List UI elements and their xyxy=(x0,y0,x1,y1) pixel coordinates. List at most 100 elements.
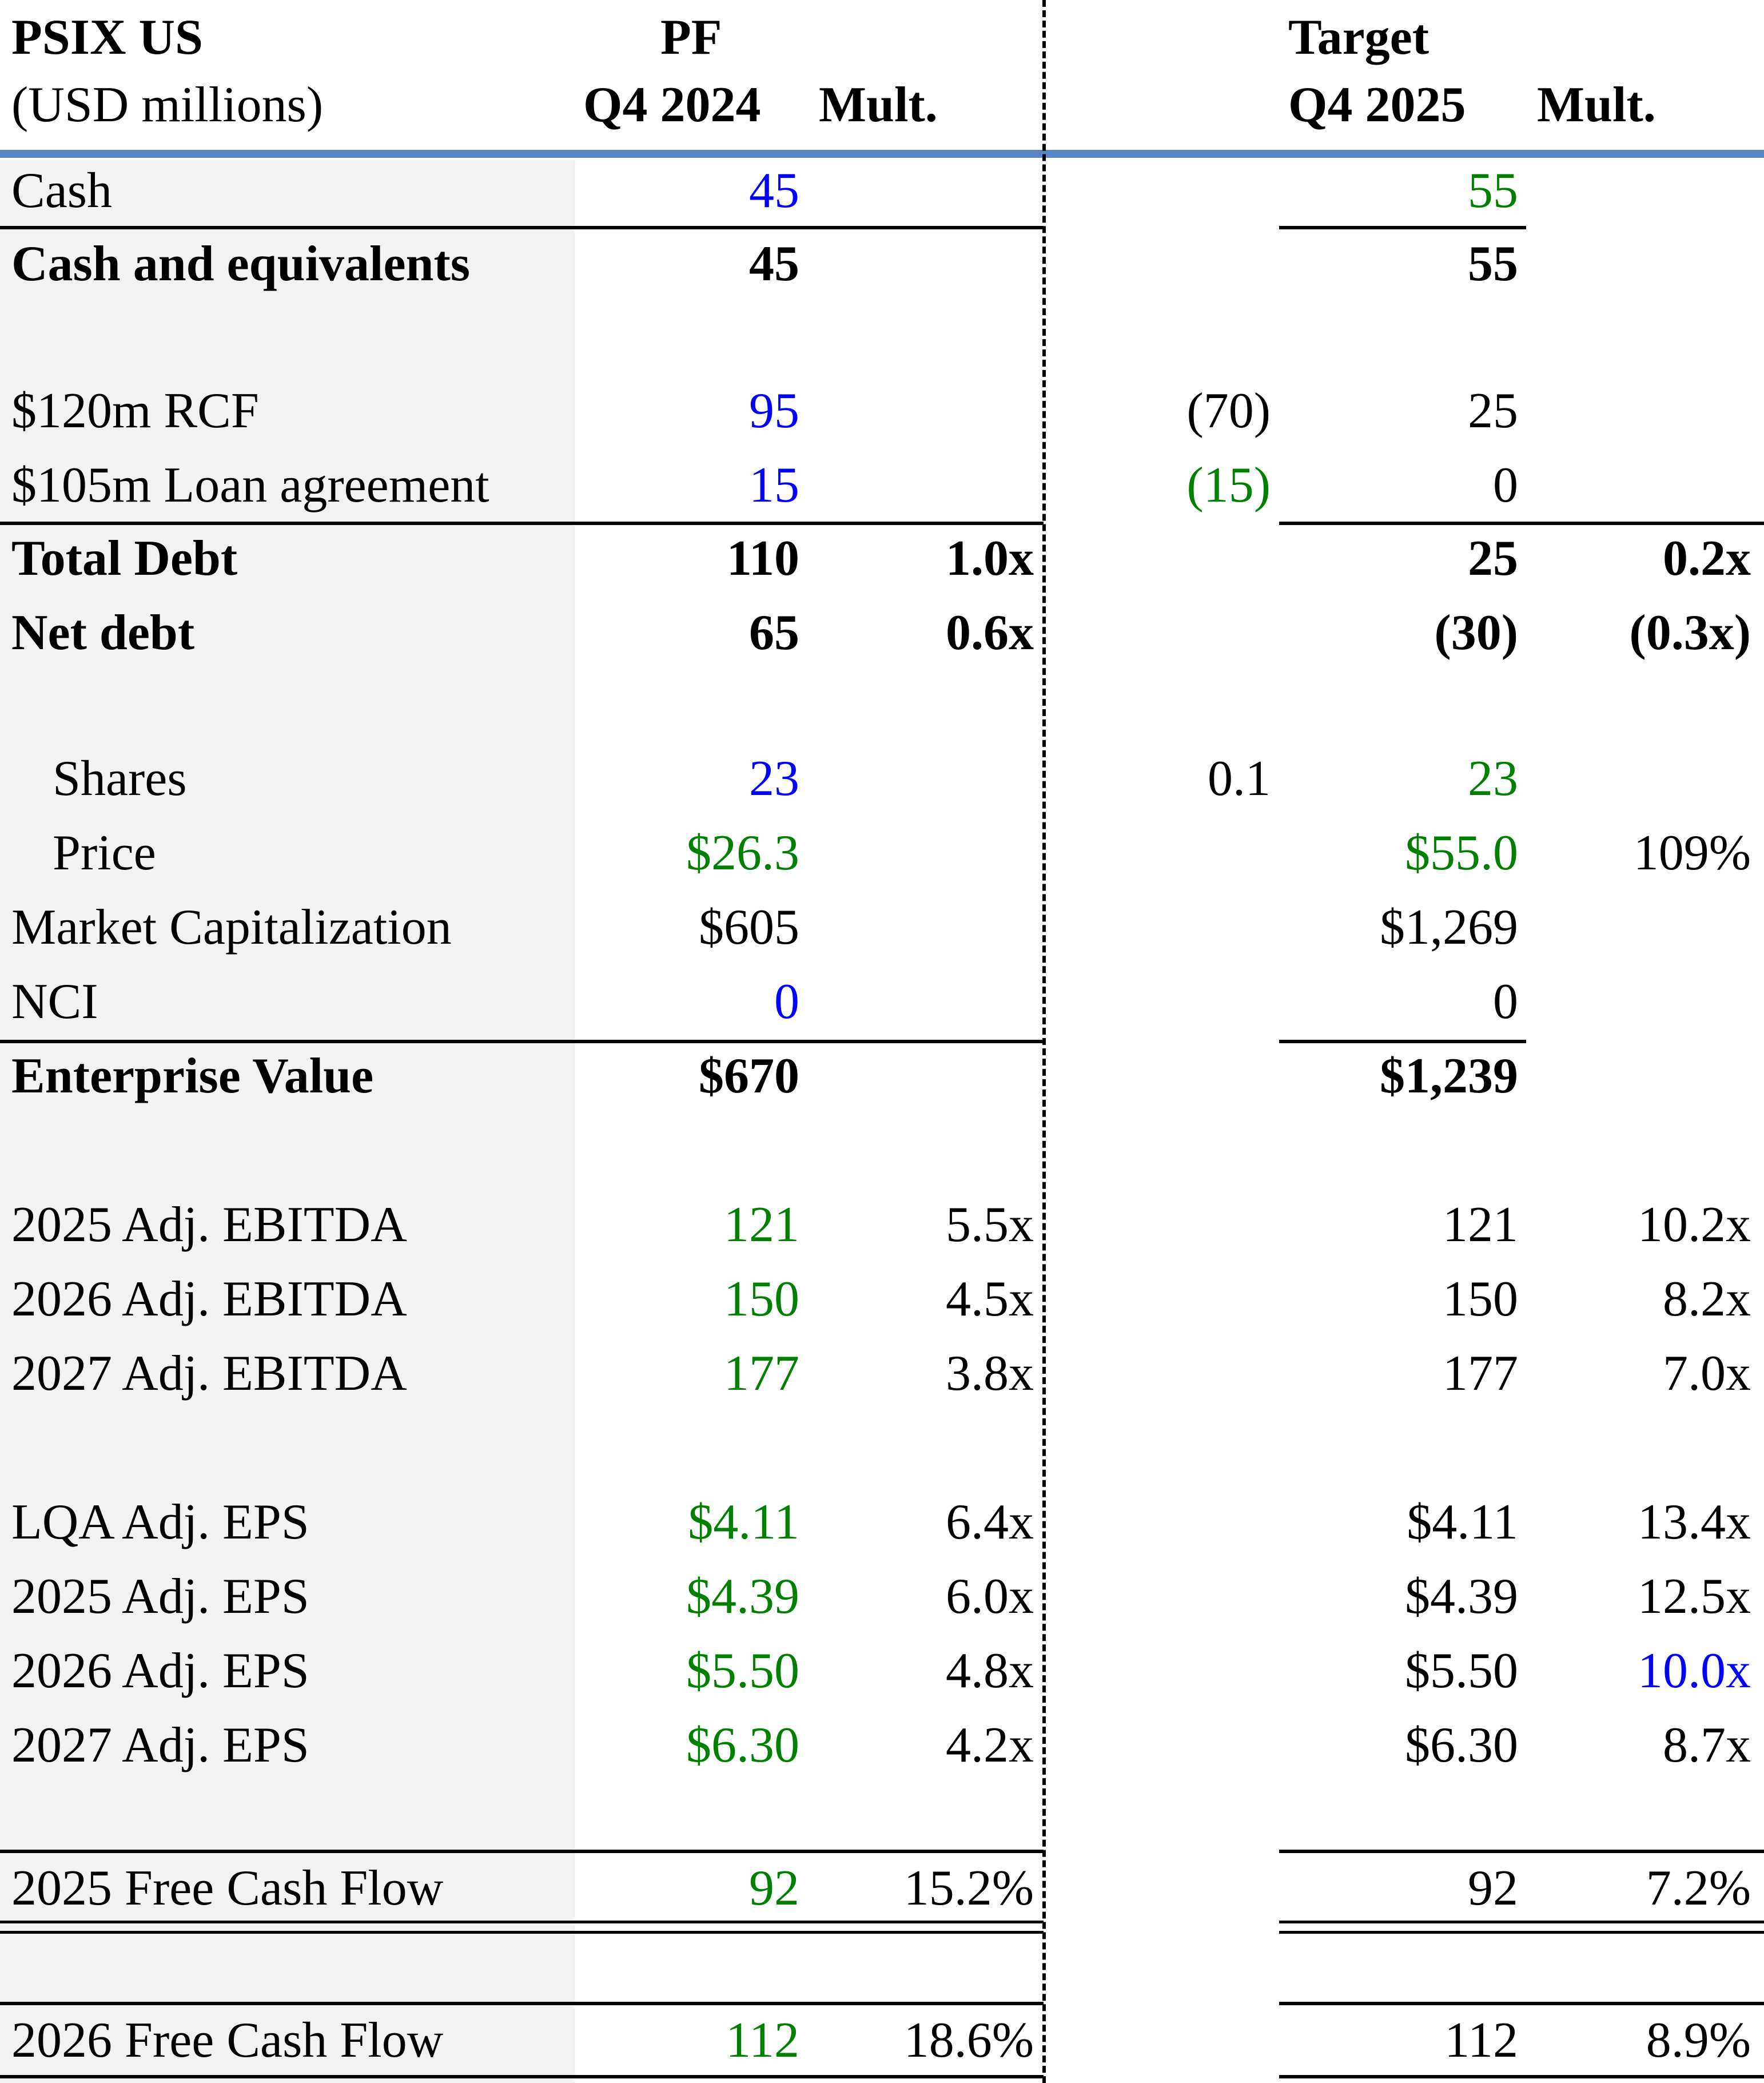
pf-value: $670 xyxy=(699,1048,799,1104)
rule-pf-fcf1-top xyxy=(0,1850,1044,1853)
rule-target-cash xyxy=(1279,226,1526,229)
row-label: 2025 Adj. EBITDA xyxy=(11,1197,407,1253)
pf-value: 110 xyxy=(726,531,799,586)
pf-heading: PF xyxy=(660,10,722,65)
column-divider xyxy=(1042,0,1046,2083)
pf-value: $4.11 xyxy=(688,1494,799,1550)
row-label: LQA Adj. EPS xyxy=(11,1494,309,1550)
target-value: $1,269 xyxy=(1380,900,1518,955)
rule-target-fcf1-top xyxy=(1279,1850,1764,1853)
target-multiple: 13.4x xyxy=(1638,1494,1751,1550)
rule-target-ev xyxy=(1279,1040,1526,1043)
target-value: 25 xyxy=(1468,531,1518,586)
rule-pf-cash xyxy=(0,226,1044,229)
row-label: 2026 Adj. EBITDA xyxy=(11,1271,407,1327)
target-multiple: 7.0x xyxy=(1663,1346,1751,1401)
pf-value: 15 xyxy=(749,458,799,513)
pf-multiple: 4.8x xyxy=(946,1643,1034,1699)
label-column-shading xyxy=(0,160,575,2083)
row-label: $105m Loan agreement xyxy=(11,458,489,513)
target-period-heading: Q4 2025 xyxy=(1288,77,1466,133)
rule-pf-fcf1-dbl-a xyxy=(0,1921,1044,1923)
row-label: Cash xyxy=(11,163,112,218)
pf-value: 95 xyxy=(749,383,799,439)
target-multiple: 7.2% xyxy=(1646,1861,1751,1916)
row-label: 2027 Adj. EPS xyxy=(11,1718,309,1773)
target-multiple: 10.2x xyxy=(1638,1197,1751,1253)
target-value: (30) xyxy=(1434,605,1518,661)
units-heading: (USD millions) xyxy=(11,77,324,133)
pf-multiple: 4.2x xyxy=(946,1718,1034,1773)
row-label: Market Capitalization xyxy=(11,900,452,955)
row-label: Total Debt xyxy=(11,531,238,586)
target-multiple: 8.2x xyxy=(1663,1271,1751,1327)
target-value: 0 xyxy=(1493,458,1518,513)
rule-pf-fcf1-dbl-b xyxy=(0,1931,1044,1934)
adjustment-value: 0.1 xyxy=(1208,751,1271,806)
row-label: Enterprise Value xyxy=(11,1048,374,1104)
rule-target-fcf2-bottom xyxy=(1279,2075,1764,2078)
target-mult-heading: Mult. xyxy=(1537,77,1656,133)
adjustment-value: (70) xyxy=(1186,383,1271,439)
target-multiple: 0.2x xyxy=(1663,531,1751,586)
rule-pf-ev xyxy=(0,1040,1044,1043)
pf-value: 177 xyxy=(724,1346,799,1401)
target-multiple: 10.0x xyxy=(1638,1643,1751,1699)
pf-value: 23 xyxy=(749,751,799,806)
target-multiple: 8.9% xyxy=(1646,2013,1751,2068)
pf-multiple: 3.8x xyxy=(946,1346,1034,1401)
target-value: 121 xyxy=(1443,1197,1518,1253)
pf-value: 92 xyxy=(749,1861,799,1916)
rule-target-debt xyxy=(1279,522,1764,525)
pf-multiple: 0.6x xyxy=(946,605,1034,661)
rule-target-fcf1-dbl-b xyxy=(1279,1931,1764,1934)
ticker-heading: PSIX US xyxy=(11,10,203,65)
rule-target-fcf1-dbl-a xyxy=(1279,1921,1764,1923)
pf-value: 45 xyxy=(749,236,799,292)
pf-multiple: 18.6% xyxy=(903,2013,1034,2068)
target-multiple: 109% xyxy=(1633,825,1751,881)
target-multiple: (0.3x) xyxy=(1629,605,1751,661)
pf-value: $605 xyxy=(699,900,799,955)
rule-pf-fcf2-bottom xyxy=(0,2075,1044,2078)
target-value: $55.0 xyxy=(1405,825,1518,881)
row-label: Cash and equivalents xyxy=(11,236,471,292)
pf-value: $6.30 xyxy=(686,1718,799,1773)
row-label: 2026 Adj. EPS xyxy=(11,1643,309,1699)
target-value: 177 xyxy=(1443,1346,1518,1401)
row-label: NCI xyxy=(11,974,98,1029)
target-value: $4.39 xyxy=(1405,1569,1518,1624)
row-label: 2025 Adj. EPS xyxy=(11,1569,309,1624)
row-label: 2025 Free Cash Flow xyxy=(11,1861,444,1916)
rule-target-fcf2-top xyxy=(1279,2002,1764,2005)
header-rule xyxy=(0,150,1764,158)
pf-period-heading: Q4 2024 xyxy=(583,77,761,133)
row-label: Price xyxy=(53,825,156,881)
target-value: 25 xyxy=(1468,383,1518,439)
row-label: 2026 Free Cash Flow xyxy=(11,2013,444,2068)
pf-mult-heading: Mult. xyxy=(819,77,938,133)
target-value: $6.30 xyxy=(1405,1718,1518,1773)
pf-value: 0 xyxy=(774,974,799,1029)
pf-value: 65 xyxy=(749,605,799,661)
pf-multiple: 4.5x xyxy=(946,1271,1034,1327)
target-multiple: 12.5x xyxy=(1638,1569,1751,1624)
target-value: 55 xyxy=(1468,163,1518,218)
pf-value: 45 xyxy=(749,163,799,218)
row-label: $120m RCF xyxy=(11,383,259,439)
pf-multiple: 15.2% xyxy=(903,1861,1034,1916)
adjustment-value: (15) xyxy=(1186,458,1271,513)
pf-value: $26.3 xyxy=(686,825,799,881)
target-value: 150 xyxy=(1443,1271,1518,1327)
rule-pf-debt xyxy=(0,522,1044,525)
target-heading: Target xyxy=(1288,10,1429,65)
pf-value: 112 xyxy=(726,2013,799,2068)
pf-value: 121 xyxy=(724,1197,799,1253)
pf-multiple: 6.0x xyxy=(946,1569,1034,1624)
target-value: 23 xyxy=(1468,751,1518,806)
target-value: $5.50 xyxy=(1405,1643,1518,1699)
target-value: $4.11 xyxy=(1407,1494,1518,1550)
pf-value: $5.50 xyxy=(686,1643,799,1699)
pf-value: 150 xyxy=(724,1271,799,1327)
